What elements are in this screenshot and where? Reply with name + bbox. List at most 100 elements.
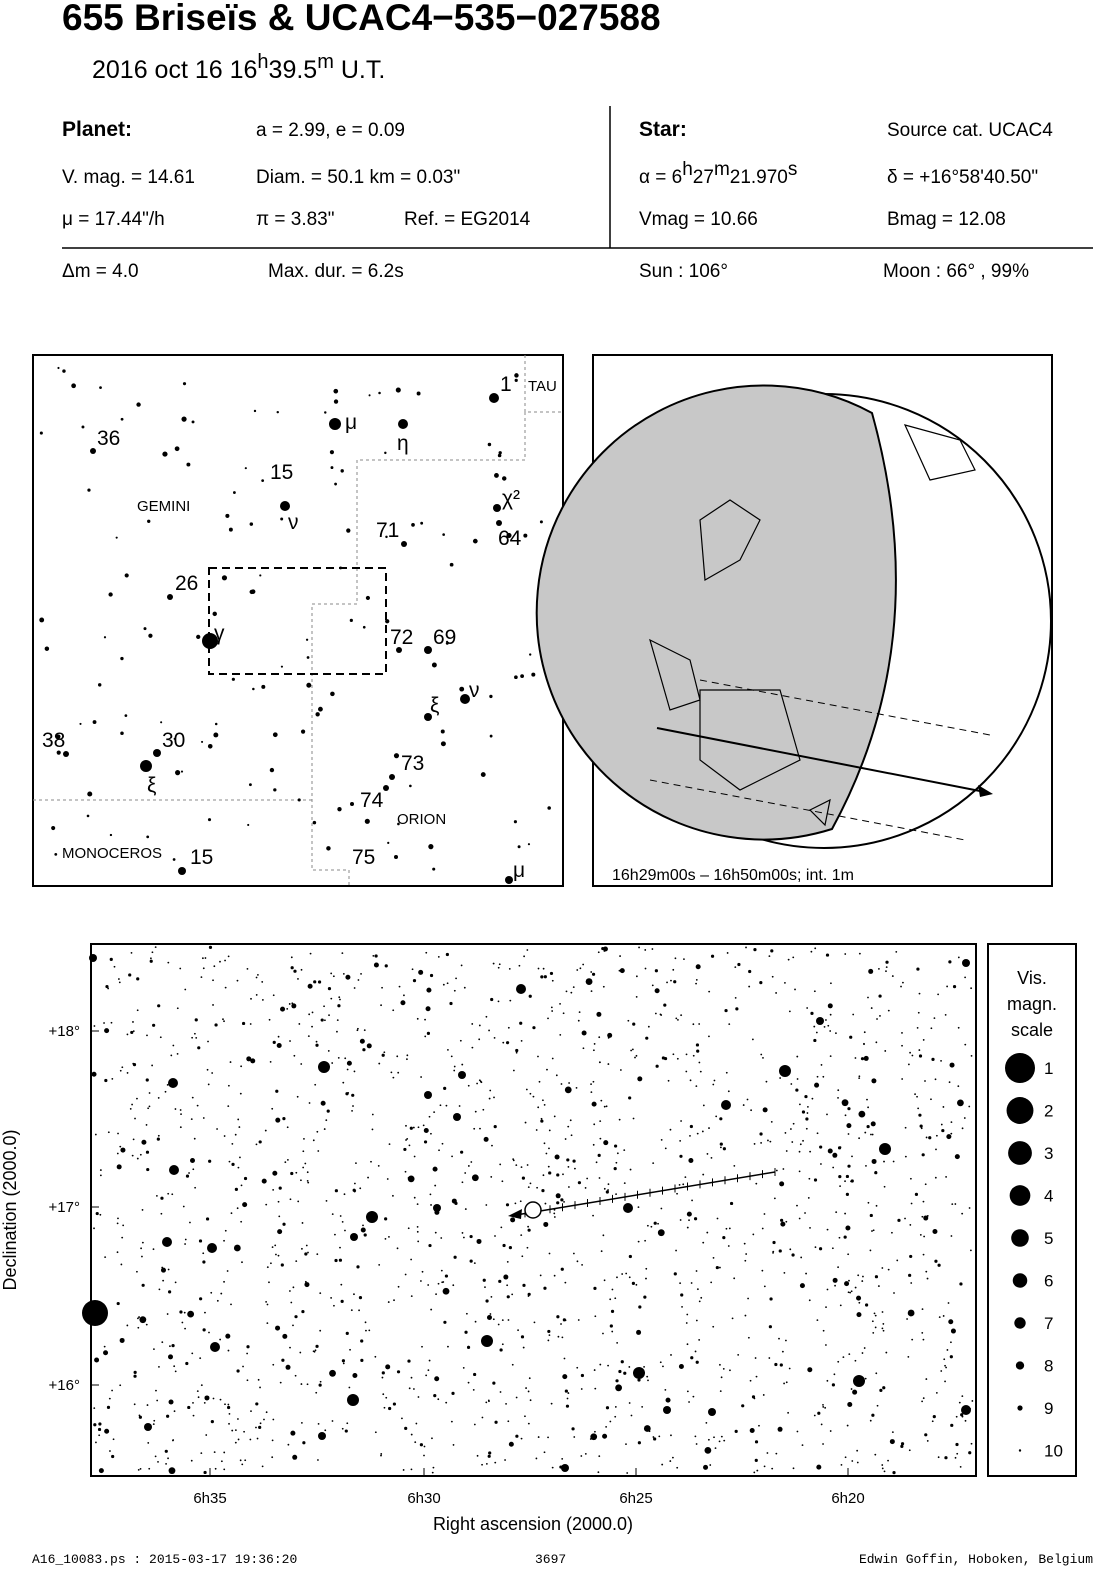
star (106, 1405, 111, 1409)
star (455, 977, 457, 980)
star (616, 1276, 618, 1279)
star (767, 1139, 769, 1142)
star (282, 1117, 286, 1121)
footer-author: Edwin Goffin, Hoboken, Belgium (859, 1552, 1093, 1567)
star (497, 966, 500, 969)
star (525, 1088, 528, 1091)
star (197, 1396, 200, 1399)
star (816, 1017, 824, 1025)
star (874, 1171, 878, 1175)
star (748, 985, 751, 988)
star (92, 720, 97, 724)
star (449, 562, 454, 567)
star (407, 1175, 415, 1183)
star (243, 1430, 245, 1433)
star (840, 1463, 843, 1466)
star (297, 798, 301, 802)
star (808, 1299, 811, 1302)
star (174, 1281, 177, 1284)
star (184, 1243, 186, 1245)
star (110, 1021, 113, 1024)
star (378, 1263, 381, 1266)
star (191, 1352, 194, 1355)
star (896, 1259, 899, 1262)
star (407, 1177, 410, 1179)
star (292, 1454, 298, 1460)
star (820, 1423, 823, 1426)
star (266, 1266, 269, 1269)
star (453, 1255, 457, 1259)
star (132, 1138, 135, 1141)
star (795, 1088, 799, 1092)
star (768, 1325, 772, 1329)
star (778, 1249, 782, 1253)
star (185, 1361, 189, 1366)
star (318, 1061, 330, 1073)
coastline (649, 424, 976, 827)
star (961, 1395, 964, 1398)
star (341, 1359, 346, 1363)
star (613, 1167, 617, 1171)
star (303, 1137, 305, 1140)
star (651, 984, 654, 987)
star (341, 1427, 344, 1430)
star (598, 1177, 601, 1179)
star (179, 1126, 182, 1129)
star (710, 1281, 713, 1284)
star (168, 1399, 174, 1405)
star (872, 1229, 875, 1232)
star (366, 1211, 378, 1223)
star (594, 1430, 596, 1433)
star (937, 1263, 941, 1267)
star (829, 1013, 832, 1016)
star (330, 997, 333, 1000)
star (542, 1174, 545, 1177)
star (680, 1120, 682, 1122)
star (383, 1406, 386, 1409)
star (742, 1104, 745, 1106)
star (664, 1388, 667, 1391)
star (489, 1089, 492, 1092)
star (56, 750, 61, 755)
star (891, 975, 894, 977)
star (497, 453, 502, 458)
star (167, 1268, 170, 1271)
star (553, 1274, 556, 1277)
star (307, 1251, 309, 1254)
star (320, 1018, 324, 1022)
star (268, 1018, 271, 1021)
star (304, 1282, 310, 1288)
star (344, 1229, 346, 1232)
star (590, 1091, 593, 1094)
star (289, 1040, 291, 1042)
star (99, 1169, 102, 1171)
star (792, 1122, 795, 1125)
star (844, 1456, 847, 1459)
star (922, 1039, 925, 1041)
star (414, 1441, 417, 1444)
star (708, 990, 711, 993)
star (837, 1266, 839, 1269)
star (409, 784, 412, 788)
star (814, 947, 817, 950)
star (277, 1200, 280, 1203)
star (665, 1397, 671, 1403)
star (922, 1200, 925, 1203)
star (164, 1449, 168, 1453)
star (867, 1106, 870, 1109)
star (313, 980, 317, 984)
star (320, 1100, 326, 1106)
star (141, 1241, 144, 1244)
star (957, 956, 960, 959)
star (444, 1274, 449, 1278)
star (300, 968, 303, 971)
star (755, 1182, 758, 1185)
star (385, 619, 390, 624)
star (342, 1081, 345, 1084)
star (418, 969, 424, 975)
legend-title: magn. (1007, 994, 1057, 1014)
star (600, 1250, 603, 1253)
star-field (82, 943, 977, 1477)
star (553, 1216, 556, 1218)
